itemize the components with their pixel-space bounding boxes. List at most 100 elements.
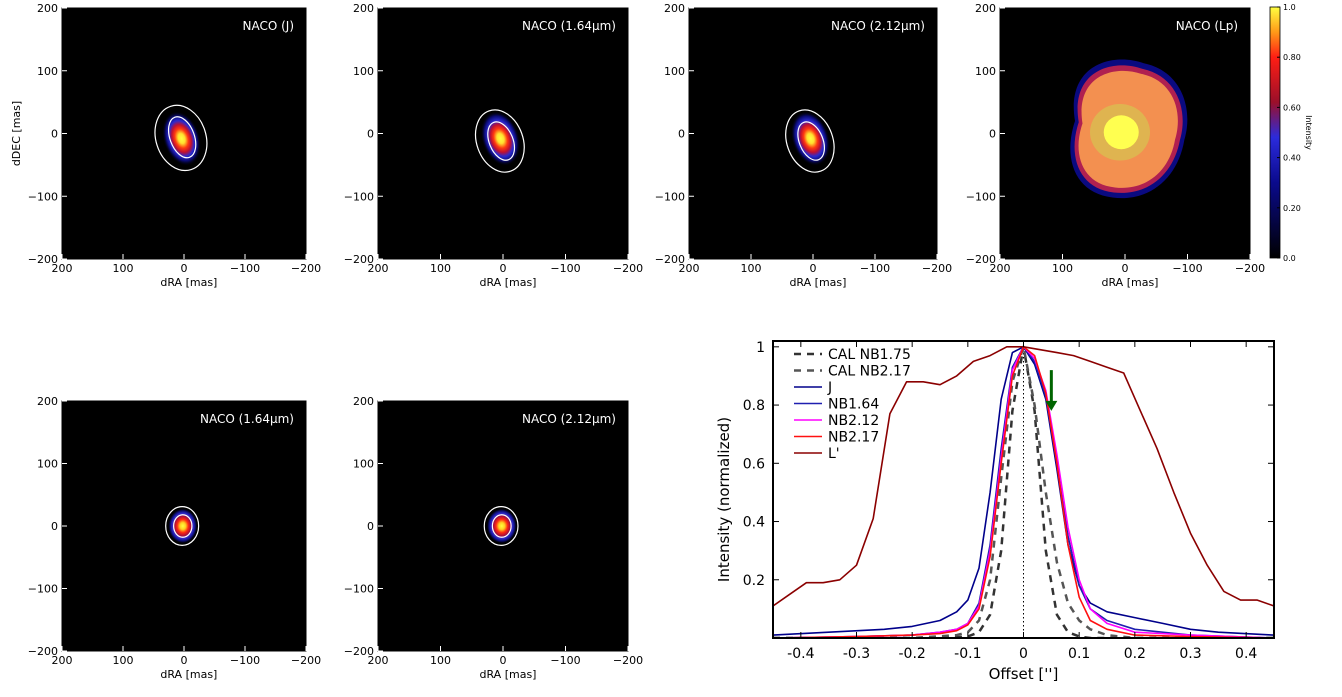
y-axis-label: dDEC [mas] — [10, 101, 23, 166]
x-axis-label: Offset [''] — [989, 665, 1059, 683]
colorbar-tick-label: 0.80 — [1283, 53, 1301, 62]
y-tick-label: −100 — [28, 190, 58, 203]
y-tick-label: 1 — [756, 340, 765, 356]
line-profile-plot: -0.4 -0.3 -0.2 -0.1 0 0.1 0.2 0.3 0.4 0.2 0.4 0.6 0.… — [715, 340, 1275, 683]
x-tick-label: −100 — [550, 262, 580, 275]
y-tick-label: 0.2 — [743, 573, 765, 589]
x-tick-label: 200 — [679, 262, 700, 275]
x-tick-label: 0 — [810, 262, 817, 275]
y-tick-label: 0 — [678, 128, 685, 141]
y-tick-label: −100 — [344, 190, 374, 203]
panel-title: NACO (Lp) — [1176, 19, 1238, 33]
x-tick-label: 0.4 — [1235, 646, 1257, 662]
x-tick-label: -0.4 — [787, 646, 814, 662]
emission-blob — [168, 508, 198, 544]
x-tick-label: 200 — [368, 654, 389, 667]
colorbar-tick-label: 0.40 — [1283, 154, 1301, 163]
extended-core — [1103, 115, 1139, 150]
x-tick-label: 0 — [1019, 646, 1028, 662]
y-tick-label: 200 — [37, 395, 58, 408]
y-tick-label: −100 — [655, 190, 685, 203]
colorbar-label: Intensity — [1304, 115, 1313, 150]
y-tick-label: 100 — [664, 65, 685, 78]
colorbar-tick-label: 0.60 — [1283, 103, 1301, 112]
x-tick-label: −200 — [922, 262, 952, 275]
y-tick-label: 100 — [37, 65, 58, 78]
x-tick-label: 0.1 — [1068, 646, 1090, 662]
x-tick-label: −100 — [550, 654, 580, 667]
x-axis-label: dRA [mas] — [160, 276, 217, 289]
y-tick-label: −200 — [344, 645, 374, 658]
x-tick-label: 0 — [1122, 262, 1129, 275]
colorbar-tick-label: 0.0 — [1283, 254, 1296, 263]
y-tick-label: −200 — [344, 253, 374, 266]
y-tick-label: −100 — [28, 583, 58, 596]
x-tick-label: 200 — [52, 262, 73, 275]
arrow-head — [1045, 400, 1058, 411]
x-tick-label: 100 — [741, 262, 762, 275]
y-tick-label: 0 — [51, 520, 58, 533]
y-tick-label: −200 — [655, 253, 685, 266]
x-tick-label: 0 — [181, 262, 188, 275]
x-tick-label: −100 — [1172, 262, 1202, 275]
x-tick-label: 100 — [1052, 262, 1073, 275]
contour-line — [154, 104, 208, 172]
x-tick-label: 100 — [430, 262, 451, 275]
legend-entry: L' — [828, 446, 840, 462]
y-tick-label: 0.6 — [743, 456, 765, 472]
legend-entry: NB1.64 — [828, 397, 879, 413]
x-axis-label: dRA [mas] — [789, 276, 846, 289]
legend-entry: NB2.12 — [828, 413, 879, 429]
panel-title: NACO (2.12μm) — [831, 19, 925, 33]
x-tick-label: 100 — [430, 654, 451, 667]
x-tick-label: -0.1 — [954, 646, 981, 662]
x-tick-label: 0 — [500, 262, 507, 275]
colorbar: 1.0 0.80 0.60 0.40 0.20 0.0 Intensity — [1269, 3, 1313, 263]
x-tick-label: −100 — [860, 262, 890, 275]
x-axis-label: dRA [mas] — [480, 668, 537, 681]
y-tick-label: 100 — [353, 65, 374, 78]
y-tick-label: 0.4 — [743, 515, 765, 531]
x-tick-label: -0.3 — [843, 646, 870, 662]
y-tick-label: −200 — [28, 253, 58, 266]
y-axis-label: Intensity (normalized) — [715, 417, 733, 582]
legend-entry: J — [827, 380, 832, 396]
x-axis-label: dRA [mas] — [1102, 276, 1159, 289]
y-tick-label: 0.8 — [743, 398, 765, 414]
contour-line — [167, 116, 197, 159]
colorbar-tick-label: 1.0 — [1283, 3, 1296, 12]
contour-line — [491, 514, 512, 538]
x-tick-label: 200 — [52, 654, 73, 667]
x-axis-label: dRA [mas] — [160, 668, 217, 681]
x-tick-label: −200 — [613, 654, 643, 667]
x-axis-label: dRA [mas] — [480, 276, 537, 289]
x-tick-label: -0.2 — [899, 646, 926, 662]
y-tick-label: 200 — [37, 2, 58, 15]
panel-title: NACO (1.64μm) — [522, 19, 616, 33]
panel-title: NACO (1.64μm) — [200, 412, 294, 426]
emission-blob — [162, 111, 202, 166]
y-tick-label: 200 — [353, 2, 374, 15]
contour-line — [487, 121, 516, 161]
legend-entry: CAL NB1.75 — [828, 347, 911, 363]
x-tick-label: 0.2 — [1124, 646, 1146, 662]
y-tick-label: 200 — [975, 2, 996, 15]
x-tick-label: 100 — [113, 654, 134, 667]
legend-entry: NB2.17 — [828, 430, 879, 446]
x-tick-label: 0 — [181, 654, 188, 667]
contour-line — [797, 121, 826, 161]
emission-blob — [486, 508, 517, 544]
y-tick-label: 100 — [975, 65, 996, 78]
colorbar-tick-label: 0.20 — [1283, 204, 1301, 213]
y-tick-label: 200 — [664, 2, 685, 15]
panel-title: NACO (J) — [242, 19, 294, 33]
y-tick-label: −100 — [344, 583, 374, 596]
y-tick-label: 0 — [989, 128, 996, 141]
x-tick-label: 100 — [113, 262, 134, 275]
series-line — [773, 346, 1274, 636]
x-tick-label: −100 — [230, 262, 260, 275]
